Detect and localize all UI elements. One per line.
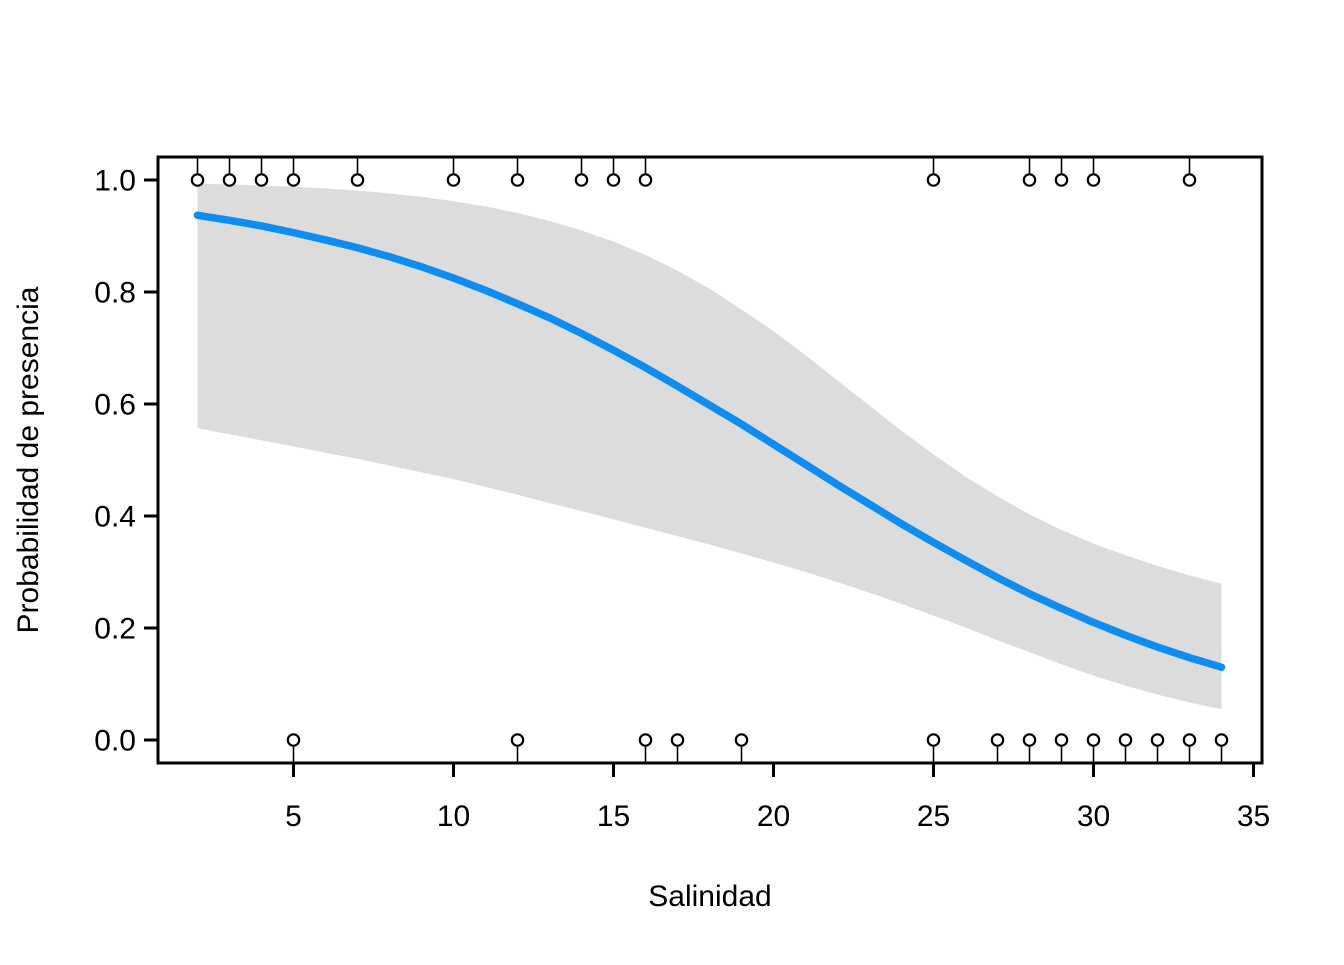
y-tick-label: 0.4 [94, 501, 136, 534]
absence-point [1182, 733, 1197, 747]
y-tick-label: 0.8 [94, 277, 136, 310]
absence-point [1022, 733, 1037, 747]
y-tick-label: 0.0 [94, 725, 136, 758]
absence-point [286, 733, 301, 747]
y-axis-title: Probabilidad de presencia [12, 286, 45, 633]
x-tick-label: 15 [597, 800, 630, 833]
confidence-band [197, 183, 1222, 710]
presence-point [190, 173, 205, 187]
x-tick-label: 30 [1077, 800, 1110, 833]
x-tick-label: 20 [757, 800, 790, 833]
presence-point [606, 173, 621, 187]
presence-point [350, 173, 365, 187]
x-tick-label: 25 [917, 800, 950, 833]
presence-point [222, 173, 237, 187]
absence-point [990, 733, 1005, 747]
absence-point [1086, 733, 1101, 747]
absence-point [510, 733, 525, 747]
absence-point [1214, 733, 1229, 747]
x-tick-label: 5 [285, 800, 302, 833]
y-tick-label: 1.0 [94, 165, 136, 198]
presence-point [1182, 173, 1197, 187]
absence-point [926, 733, 941, 747]
absence-point [1150, 733, 1165, 747]
observation-points-layer [190, 157, 1229, 763]
y-tick-label: 0.2 [94, 613, 136, 646]
presence-point [286, 173, 301, 187]
absence-point [638, 733, 653, 747]
plot-border [156, 155, 1264, 765]
absence-point [1054, 733, 1069, 747]
axis-layer: 5 10 15 20 25 30 35 0.0 0.2 0.4 0.6 0.8 1.0 [94, 165, 1270, 834]
y-tick-label: 0.6 [94, 389, 136, 422]
presence-point [926, 173, 941, 187]
presence-point [254, 173, 269, 187]
presence-point [1022, 173, 1037, 187]
x-axis-title: Salinidad [648, 880, 771, 913]
presence-point [510, 173, 525, 187]
presence-point [1054, 173, 1069, 187]
absence-point [670, 733, 685, 747]
presence-point [446, 173, 461, 187]
presence-point [1086, 173, 1101, 187]
x-tick-label: 35 [1237, 800, 1270, 833]
absence-point [734, 733, 749, 747]
absence-point [1118, 733, 1133, 747]
presence-point [638, 173, 653, 187]
presence-point [574, 173, 589, 187]
fitted-curve [193, 211, 1226, 671]
x-tick-label: 10 [437, 800, 470, 833]
